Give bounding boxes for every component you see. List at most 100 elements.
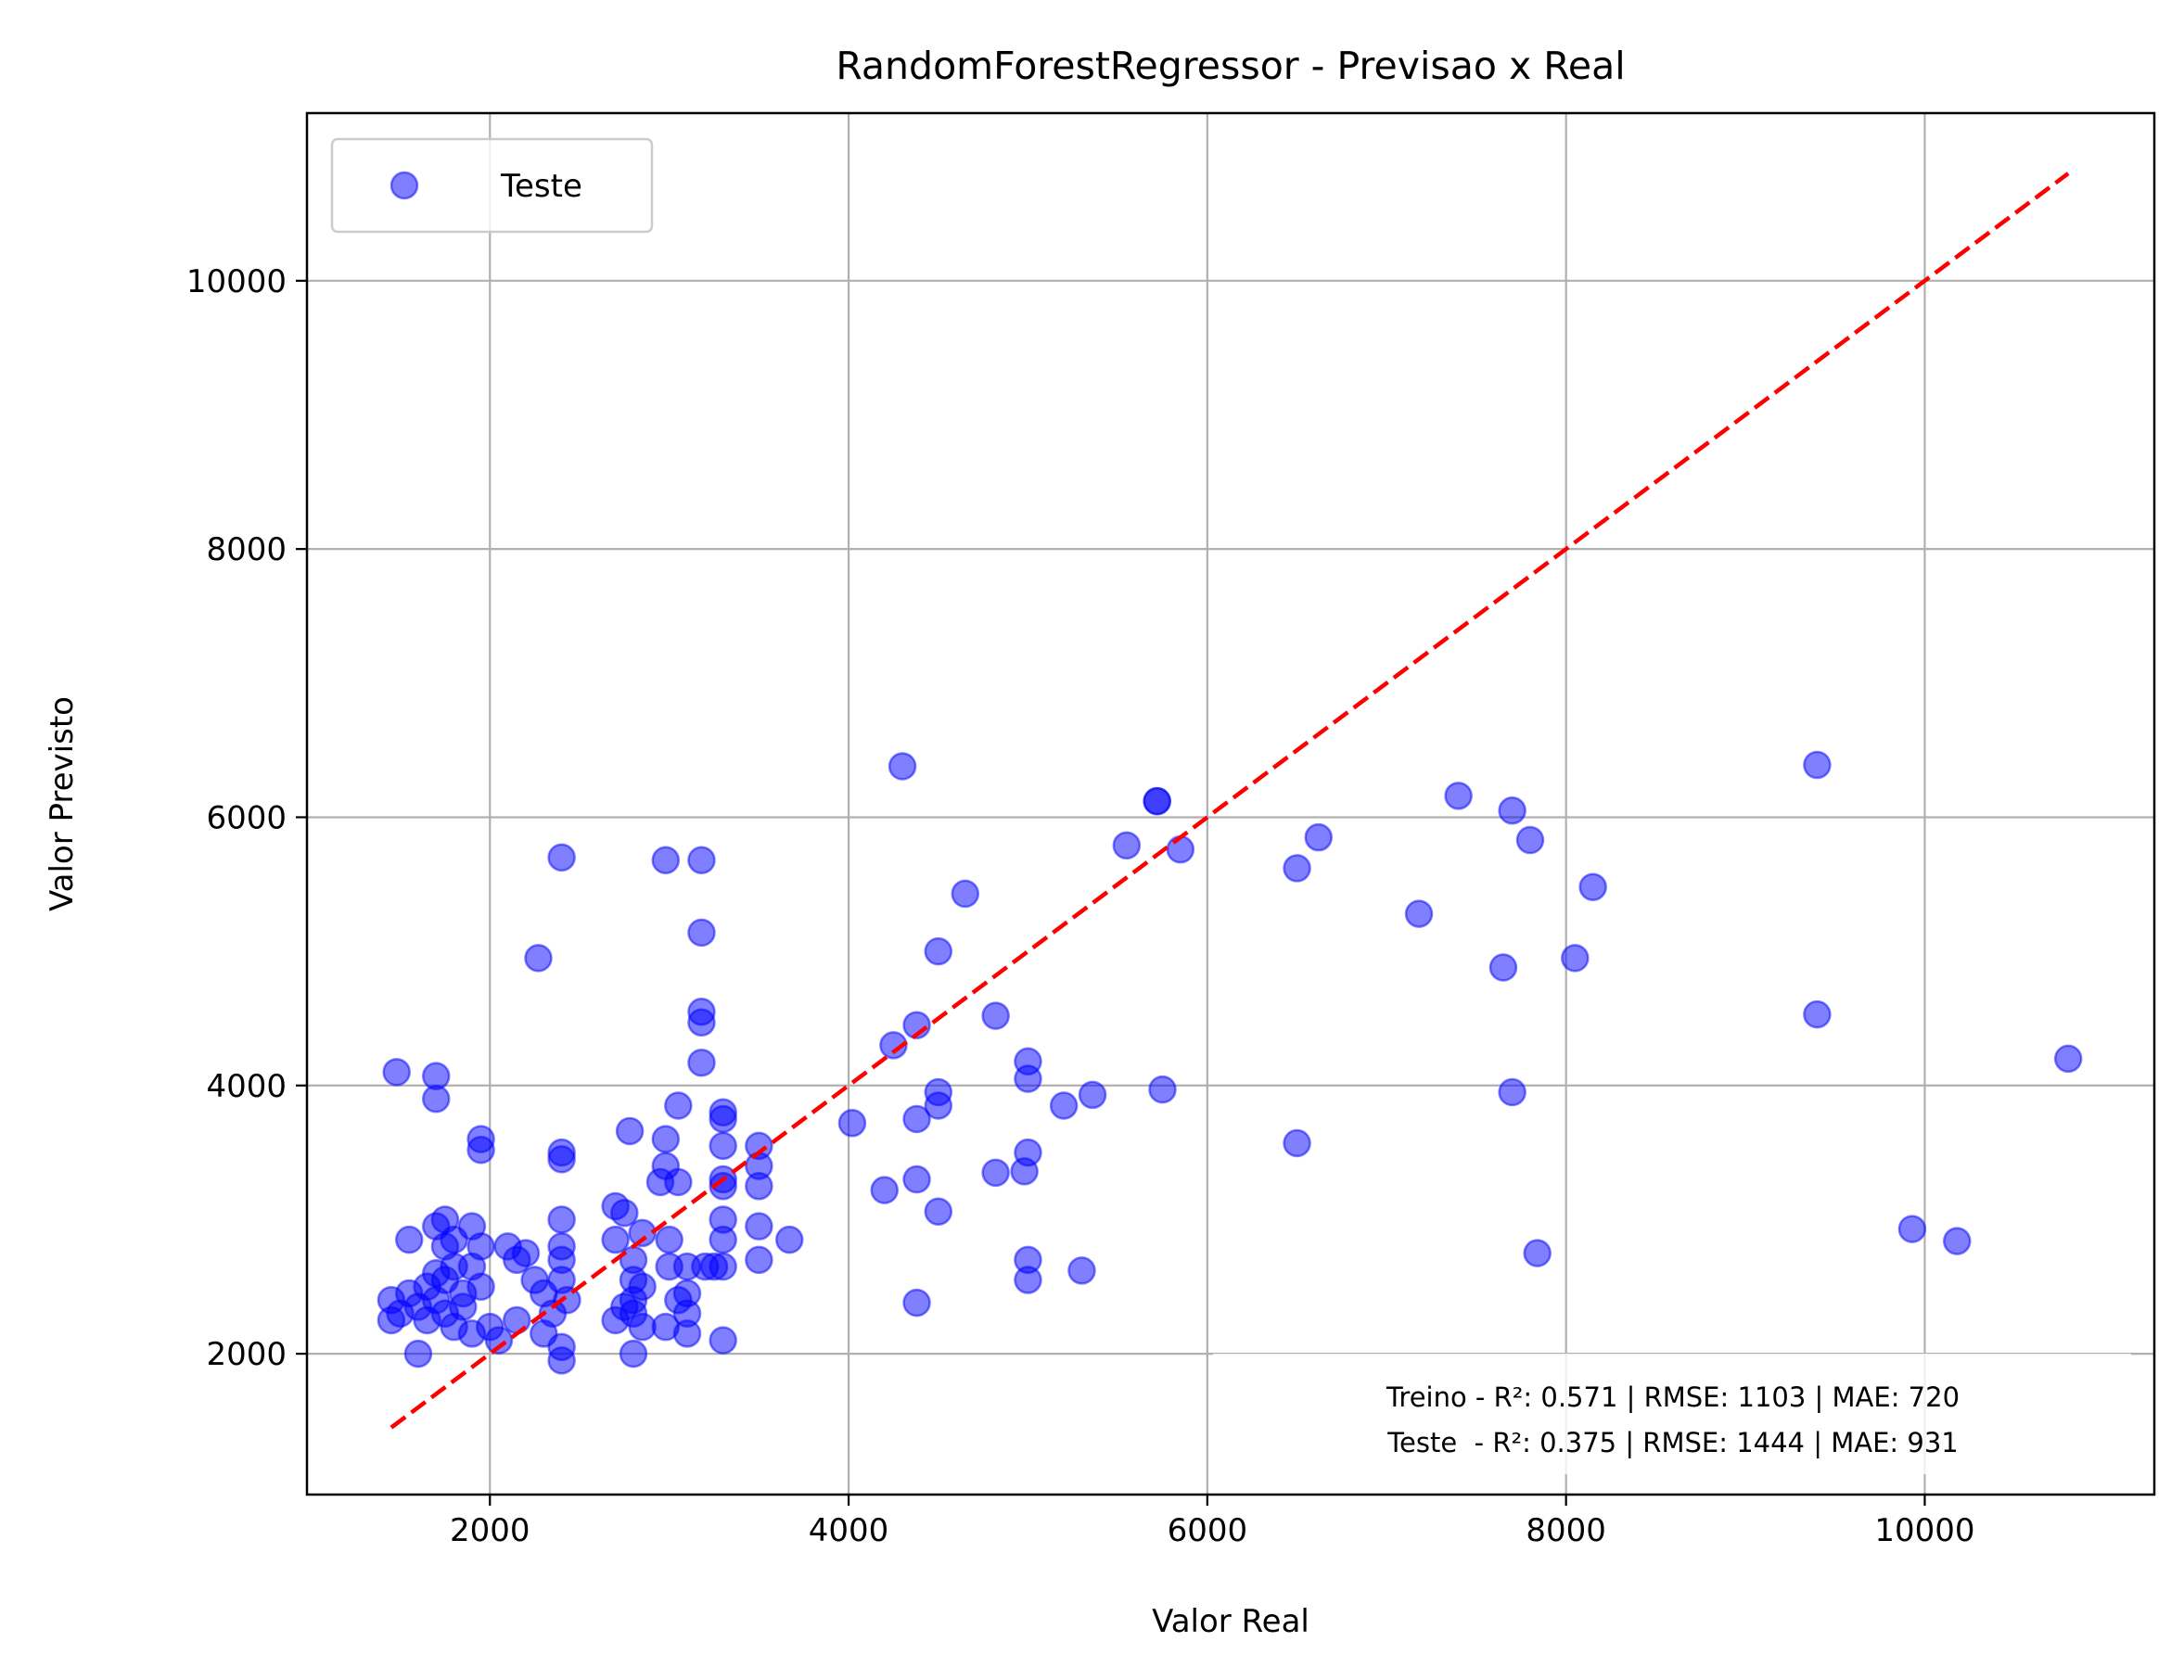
data-point bbox=[1049, 1091, 1079, 1120]
data-point bbox=[547, 1245, 576, 1275]
data-point bbox=[615, 1116, 645, 1146]
data-point bbox=[466, 1272, 495, 1302]
data-point bbox=[1897, 1215, 1927, 1243]
data-point bbox=[1943, 1227, 1972, 1255]
x-tick-label: 4000 bbox=[809, 1512, 889, 1549]
data-point bbox=[687, 1048, 716, 1077]
data-point bbox=[1444, 782, 1473, 810]
data-point bbox=[1523, 1239, 1552, 1267]
data-point bbox=[1166, 834, 1195, 864]
x-tick-label: 2000 bbox=[450, 1512, 530, 1549]
data-point bbox=[1067, 1256, 1096, 1285]
data-point bbox=[511, 1239, 541, 1267]
data-points bbox=[377, 750, 2083, 1375]
legend-box bbox=[330, 137, 654, 234]
x-tick-label: 8000 bbox=[1526, 1512, 1606, 1549]
x-tick-label: 6000 bbox=[1168, 1512, 1248, 1549]
data-point bbox=[951, 879, 980, 909]
data-point bbox=[687, 846, 716, 875]
data-point bbox=[1578, 872, 1607, 901]
data-point bbox=[1143, 786, 1171, 816]
data-point bbox=[981, 1001, 1010, 1030]
data-point bbox=[1803, 999, 1832, 1029]
metrics-annotation: Treino - R²: 0.571 | RMSE: 1103 | MAE: 7… bbox=[1213, 1354, 2131, 1474]
data-point bbox=[1561, 944, 1590, 973]
x-axis-ticks: 2000 4000 6000 8000 10000 bbox=[450, 1495, 1975, 1549]
data-point bbox=[547, 1346, 576, 1375]
data-point bbox=[709, 1326, 737, 1355]
data-point bbox=[709, 1252, 737, 1281]
data-point bbox=[1014, 1266, 1042, 1294]
data-point bbox=[902, 1104, 931, 1134]
chart-title: RandomForestRegressor - Previsao x Real bbox=[836, 44, 1625, 88]
data-point bbox=[709, 1104, 737, 1134]
data-point bbox=[2053, 1044, 2083, 1074]
data-point bbox=[1014, 1138, 1042, 1167]
data-point bbox=[619, 1339, 648, 1368]
data-point bbox=[687, 1008, 716, 1037]
data-point bbox=[837, 1109, 867, 1138]
legend: Teste bbox=[330, 137, 654, 234]
data-point bbox=[1283, 854, 1311, 883]
y-tick-label: 10000 bbox=[186, 263, 287, 300]
metrics-box bbox=[1213, 1354, 2131, 1474]
data-point bbox=[888, 752, 917, 781]
data-point bbox=[610, 1198, 639, 1228]
data-point bbox=[382, 1058, 411, 1087]
data-point bbox=[709, 1131, 737, 1161]
data-point bbox=[628, 1312, 657, 1342]
x-tick-label: 10000 bbox=[1874, 1512, 1974, 1549]
axes-frame bbox=[305, 111, 2156, 1496]
data-point bbox=[1078, 1080, 1107, 1110]
data-point bbox=[1112, 831, 1142, 860]
plot-area bbox=[377, 172, 2083, 1430]
y-tick-label: 8000 bbox=[206, 531, 287, 568]
data-point bbox=[924, 936, 953, 966]
data-point bbox=[1283, 1128, 1311, 1158]
data-point bbox=[1148, 1075, 1177, 1104]
y-axis-label: Valor Previsto bbox=[44, 696, 81, 911]
legend-label-teste: Teste bbox=[500, 168, 582, 205]
y-tick-label: 6000 bbox=[206, 799, 287, 836]
data-point bbox=[466, 1135, 495, 1165]
metrics-test: Teste - R²: 0.375 | RMSE: 1444 | MAE: 93… bbox=[1386, 1427, 1959, 1458]
data-point bbox=[672, 1319, 702, 1348]
reference-line bbox=[390, 172, 2070, 1430]
data-point bbox=[1498, 795, 1526, 825]
data-point bbox=[1515, 825, 1545, 855]
data-point bbox=[870, 1176, 899, 1204]
data-point bbox=[664, 1091, 693, 1120]
data-point bbox=[924, 1197, 953, 1227]
data-point bbox=[879, 1031, 908, 1060]
data-point bbox=[1488, 953, 1518, 982]
data-point bbox=[651, 1125, 681, 1153]
data-point bbox=[1803, 750, 1832, 780]
y-axis-ticks: 2000 4000 6000 8000 10000 bbox=[186, 263, 307, 1373]
data-point bbox=[902, 1288, 931, 1317]
data-point bbox=[484, 1326, 514, 1355]
data-point bbox=[745, 1245, 773, 1275]
data-point bbox=[403, 1339, 433, 1368]
data-point bbox=[524, 944, 553, 973]
data-point bbox=[1304, 822, 1334, 852]
data-point bbox=[924, 1091, 953, 1120]
data-point bbox=[466, 1232, 495, 1261]
data-point bbox=[745, 1172, 773, 1201]
data-point bbox=[421, 1085, 451, 1114]
data-point bbox=[601, 1225, 630, 1254]
x-axis-label: Valor Real bbox=[1152, 1603, 1309, 1640]
data-point bbox=[902, 1165, 931, 1194]
y-tick-label: 2000 bbox=[206, 1336, 287, 1373]
data-point bbox=[664, 1167, 693, 1197]
data-point bbox=[394, 1225, 424, 1254]
data-point bbox=[628, 1218, 657, 1248]
data-point bbox=[709, 1172, 737, 1201]
data-point bbox=[687, 918, 716, 948]
data-point bbox=[651, 846, 681, 875]
data-point bbox=[1498, 1077, 1526, 1107]
data-point bbox=[547, 843, 576, 872]
data-point bbox=[547, 1138, 576, 1167]
data-point bbox=[709, 1225, 737, 1254]
data-point bbox=[774, 1225, 804, 1254]
